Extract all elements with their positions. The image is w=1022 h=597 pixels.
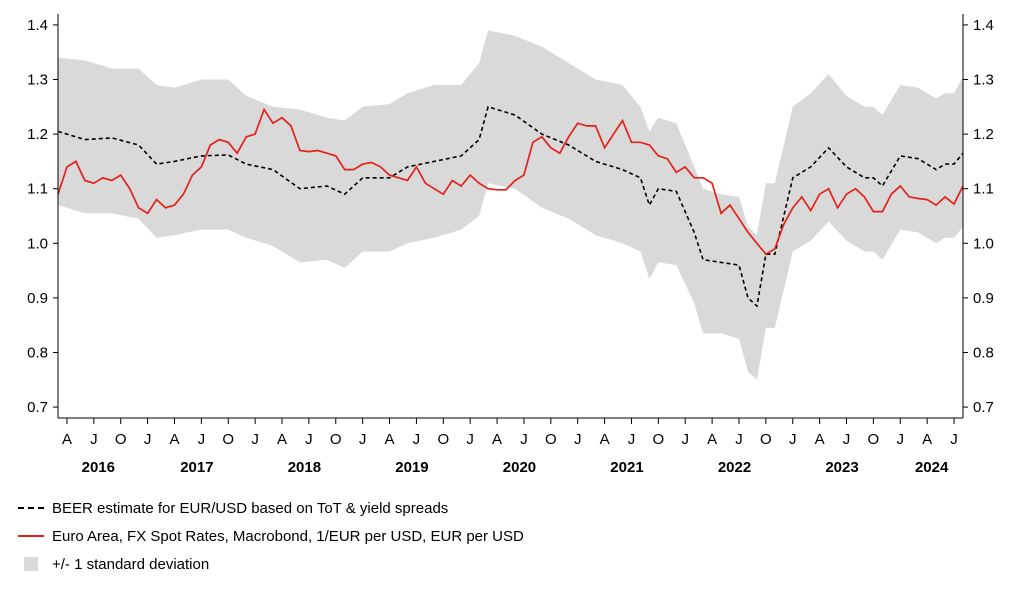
x-tick-label: A bbox=[169, 431, 179, 448]
y-tick-label-left: 0.9 bbox=[27, 290, 48, 307]
x-year-label: 2020 bbox=[503, 459, 536, 476]
x-tick-label: A bbox=[277, 431, 287, 448]
axes-layer: 0.7 0.7 0.8 0.8 0.9 0.9 1.0 1.0 1.1 1.1 1.2 1.2 1.3 1… bbox=[27, 14, 994, 476]
x-year-label: 2017 bbox=[180, 459, 213, 476]
x-tick-label: J bbox=[574, 431, 582, 448]
x-tick-label: O bbox=[653, 431, 665, 448]
legend-item-spot: Euro Area, FX Spot Rates, Macrobond, 1/E… bbox=[18, 522, 524, 550]
x-tick-label: O bbox=[868, 431, 880, 448]
y-tick-label-right: 0.8 bbox=[973, 344, 994, 361]
x-year-label: 2023 bbox=[825, 459, 858, 476]
y-tick-label-right: 1.2 bbox=[973, 126, 994, 143]
y-tick-label-left: 0.8 bbox=[27, 344, 48, 361]
y-tick-label-left: 1.2 bbox=[27, 126, 48, 143]
y-tick-label-right: 1.1 bbox=[973, 181, 994, 198]
y-tick-label-right: 0.9 bbox=[973, 290, 994, 307]
y-tick-label-left: 1.0 bbox=[27, 235, 48, 252]
y-tick-label-left: 1.4 bbox=[27, 17, 48, 34]
x-tick-label: O bbox=[222, 431, 234, 448]
x-tick-label: A bbox=[815, 431, 825, 448]
legend-label-spot: Euro Area, FX Spot Rates, Macrobond, 1/E… bbox=[52, 527, 524, 545]
chart-area: 0.7 0.7 0.8 0.8 0.9 0.9 1.0 1.0 1.1 1.1 1.2 1.2 1.3 1… bbox=[27, 14, 994, 476]
x-tick-label: O bbox=[545, 431, 557, 448]
x-tick-label: O bbox=[115, 431, 127, 448]
x-tick-label: A bbox=[385, 431, 395, 448]
x-tick-label: J bbox=[843, 431, 851, 448]
legend-swatch-dashed bbox=[18, 507, 44, 509]
x-tick-label: J bbox=[466, 431, 474, 448]
y-tick-label-right: 1.0 bbox=[973, 235, 994, 252]
legend-item-band: +/- 1 standard deviation bbox=[18, 550, 524, 578]
x-tick-label: A bbox=[707, 431, 717, 448]
x-tick-label: A bbox=[492, 431, 502, 448]
x-tick-label: J bbox=[897, 431, 905, 448]
x-year-label: 2021 bbox=[610, 459, 643, 476]
x-tick-label: A bbox=[922, 431, 932, 448]
x-year-label: 2018 bbox=[288, 459, 321, 476]
x-tick-label: J bbox=[251, 431, 259, 448]
x-tick-label: J bbox=[144, 431, 152, 448]
y-tick-label-left: 0.7 bbox=[27, 399, 48, 416]
x-tick-label: O bbox=[330, 431, 342, 448]
x-tick-label: J bbox=[628, 431, 636, 448]
x-tick-label: J bbox=[90, 431, 98, 448]
y-tick-label-right: 1.4 bbox=[973, 17, 994, 34]
y-tick-label-left: 1.3 bbox=[27, 72, 48, 89]
x-tick-label: A bbox=[600, 431, 610, 448]
legend-item-beer: BEER estimate for EUR/USD based on ToT &… bbox=[18, 494, 524, 522]
x-tick-label: J bbox=[950, 431, 958, 448]
series-lines-layer bbox=[57, 105, 964, 308]
legend: BEER estimate for EUR/USD based on ToT &… bbox=[18, 494, 524, 578]
beer-estimate-line bbox=[57, 105, 964, 308]
eurusd-spot-line bbox=[57, 107, 964, 256]
x-year-label: 2022 bbox=[718, 459, 751, 476]
x-tick-label: J bbox=[735, 431, 743, 448]
legend-swatch-grey bbox=[24, 557, 38, 571]
x-tick-label: J bbox=[789, 431, 797, 448]
x-tick-label: J bbox=[520, 431, 528, 448]
legend-label-beer: BEER estimate for EUR/USD based on ToT &… bbox=[52, 499, 449, 517]
x-tick-label: J bbox=[305, 431, 313, 448]
x-tick-label: J bbox=[413, 431, 421, 448]
legend-swatch-red bbox=[18, 535, 44, 537]
y-tick-label-left: 1.1 bbox=[27, 181, 48, 198]
legend-label-band: +/- 1 standard deviation bbox=[52, 555, 210, 573]
y-tick-label-right: 1.3 bbox=[973, 72, 994, 89]
x-tick-label: J bbox=[681, 431, 689, 448]
x-tick-label: O bbox=[437, 431, 449, 448]
x-tick-label: J bbox=[359, 431, 367, 448]
y-tick-label-right: 0.7 bbox=[973, 399, 994, 416]
x-year-label: 2024 bbox=[915, 459, 949, 476]
std-dev-band bbox=[58, 30, 963, 380]
x-year-label: 2019 bbox=[395, 459, 428, 476]
x-tick-label: O bbox=[760, 431, 772, 448]
x-tick-label: A bbox=[62, 431, 72, 448]
x-year-label: 2016 bbox=[82, 459, 115, 476]
x-tick-label: J bbox=[198, 431, 206, 448]
std-dev-band-layer bbox=[58, 30, 963, 380]
